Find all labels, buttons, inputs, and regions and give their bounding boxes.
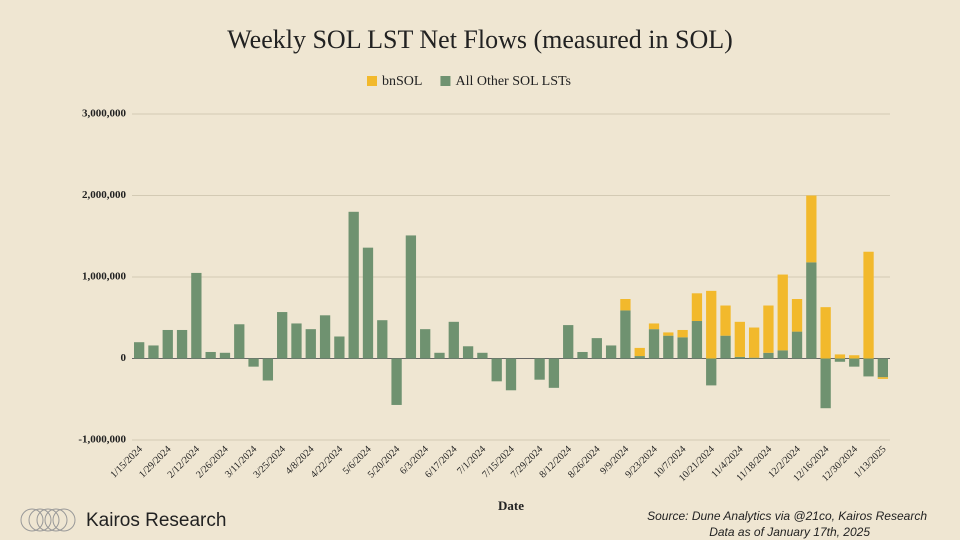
bar [134, 342, 145, 359]
bar [706, 358, 717, 386]
bar [491, 358, 502, 382]
bar [806, 195, 817, 263]
bar [234, 324, 245, 359]
bar [791, 299, 803, 332]
bar [391, 358, 402, 405]
bar [362, 247, 374, 359]
bar [162, 329, 173, 359]
bar [534, 358, 545, 380]
bar [663, 335, 674, 359]
bar [720, 335, 731, 359]
bar [620, 310, 631, 359]
y-tick-label: 0 [121, 352, 127, 364]
bar [420, 329, 431, 359]
legend-swatch [440, 76, 451, 86]
bar [176, 329, 188, 359]
bar [548, 358, 560, 388]
bar [191, 272, 202, 359]
source: Source: Dune Analytics via @21co, Kairos… [647, 509, 927, 523]
bar [691, 321, 703, 359]
y-tick-label: 2,000,000 [82, 189, 127, 201]
bar [748, 357, 760, 359]
bar [706, 290, 717, 359]
bar [262, 358, 274, 381]
bar [877, 358, 888, 378]
bar [648, 329, 660, 359]
bar [148, 345, 159, 359]
bar [219, 352, 231, 359]
bar [477, 352, 488, 359]
bar [777, 350, 788, 359]
legend-label: bnSOL [382, 74, 422, 89]
bar [677, 337, 688, 359]
bar [348, 211, 359, 359]
y-tick-label: 1,000,000 [82, 271, 127, 283]
bar [691, 293, 703, 322]
bar [663, 332, 674, 336]
bar [648, 323, 660, 330]
bar [849, 358, 860, 367]
bar [305, 329, 316, 359]
bar [591, 338, 602, 359]
legend-swatch [367, 76, 377, 86]
note: Data as of January 17th, 2025 [709, 525, 870, 539]
bar [820, 358, 831, 409]
bar [634, 347, 645, 357]
bar [777, 274, 788, 351]
bar [277, 312, 288, 359]
bar [334, 336, 345, 359]
bar [863, 251, 874, 359]
bar [849, 355, 860, 359]
bar [505, 358, 517, 391]
logo [20, 508, 76, 532]
bar [620, 299, 631, 311]
bar [605, 345, 617, 359]
bar [791, 331, 803, 359]
bar [734, 321, 745, 357]
chart-title: Weekly SOL LST Net Flows (measured in SO… [227, 25, 733, 54]
bar [448, 321, 459, 359]
bar [834, 354, 846, 359]
bar [291, 323, 302, 359]
bar [734, 356, 745, 359]
bar [577, 351, 588, 359]
legend-label: All Other SOL LSTs [455, 74, 571, 89]
bar [720, 305, 731, 336]
bar [634, 356, 645, 359]
bar [319, 315, 331, 359]
y-tick-label: 3,000,000 [82, 108, 127, 120]
bar [748, 327, 760, 358]
bar [877, 377, 888, 379]
bar [806, 262, 817, 359]
brand: Kairos Research [86, 510, 226, 531]
bar [462, 346, 474, 359]
bar [763, 305, 774, 353]
bar [205, 351, 216, 359]
bar [820, 307, 831, 359]
bar [834, 358, 846, 362]
bar [248, 358, 259, 367]
bar [677, 329, 688, 338]
bar [405, 235, 417, 359]
bar [434, 352, 445, 359]
y-tick-label: -1,000,000 [78, 434, 126, 446]
bar [377, 320, 388, 359]
x-axis-label: Date [498, 498, 524, 513]
bar [863, 358, 874, 377]
bar [763, 352, 774, 359]
bar [563, 325, 574, 359]
